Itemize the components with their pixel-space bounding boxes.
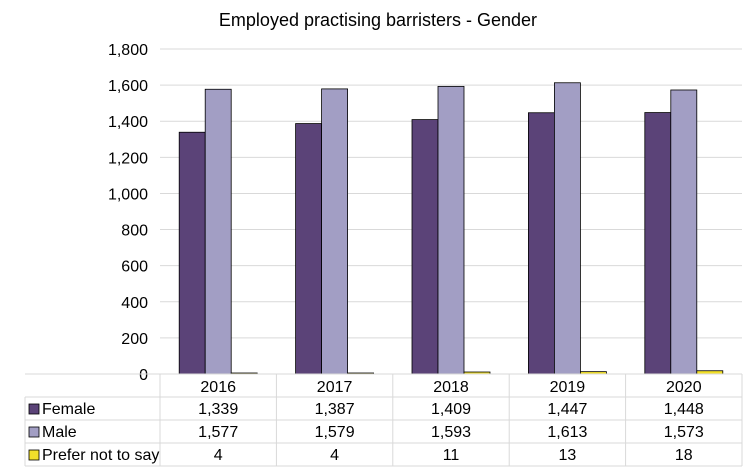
bar-female-2017 [295,123,323,375]
bar-female-2016 [178,131,206,375]
data-table-cell: 18 [675,447,693,464]
bar-male-2018 [437,85,465,375]
y-tick-label: 1,400 [108,114,148,131]
x-tick-label: 2019 [550,379,586,396]
bar-male-2020 [670,89,698,375]
y-tick-label: 1,600 [108,78,148,95]
y-tick-label: 800 [121,223,148,240]
bar-male-2016 [204,88,232,375]
y-tick-label: 1,200 [108,150,148,167]
data-table-cell: 11 [443,447,460,464]
y-tick-label: 600 [121,259,148,276]
bar-female-2018 [411,119,439,375]
y-tick-label: 1,800 [108,42,148,59]
legend-swatch [28,426,40,438]
data-table-cell: 1,613 [547,424,587,441]
x-tick-label: 2020 [666,379,702,396]
data-table-cell: 1,447 [547,401,587,418]
bar-female-2019 [528,112,555,375]
y-tick-label: 1,000 [108,186,148,203]
data-table-cell: 1,577 [198,424,238,441]
bar-female-2020 [644,112,672,375]
bars [178,82,724,375]
bar-male-2017 [321,88,349,375]
x-tick-label: 2017 [317,379,353,396]
legend-label: Prefer not to say [42,447,159,464]
data-table-cell: 1,593 [431,424,471,441]
legend-label: Female [42,401,95,418]
y-tick-label: 0 [139,367,148,384]
data-table-cell: 4 [214,447,223,464]
data-table-cell: 1,448 [664,401,704,418]
data-table: 2016 2017 2018 2019 2020 Female 1,339 1,387 1,40… [24,373,743,467]
x-tick-label: 2018 [433,379,469,396]
data-table-cell: 1,573 [664,424,704,441]
y-axis-ticks: 0 200 400 600 800 1,000 1,200 1,400 1,600 1,800 [108,42,148,384]
legend-swatch [28,449,40,461]
bar-male-2019 [554,82,581,375]
legend-label: Male [42,424,77,441]
data-table-cell: 13 [559,447,577,464]
data-table-cell: 1,579 [315,424,355,441]
y-tick-label: 200 [121,331,148,348]
y-tick-label: 400 [121,295,148,312]
chart-title: Employed practising barristers - Gender [218,10,538,30]
data-table-cell: 1,387 [315,401,355,418]
x-tick-label: 2016 [200,379,236,396]
data-table-cell: 1,409 [431,401,471,418]
legend-swatch [28,403,40,415]
data-table-cell: 4 [330,447,339,464]
data-table-cell: 1,339 [198,401,238,418]
